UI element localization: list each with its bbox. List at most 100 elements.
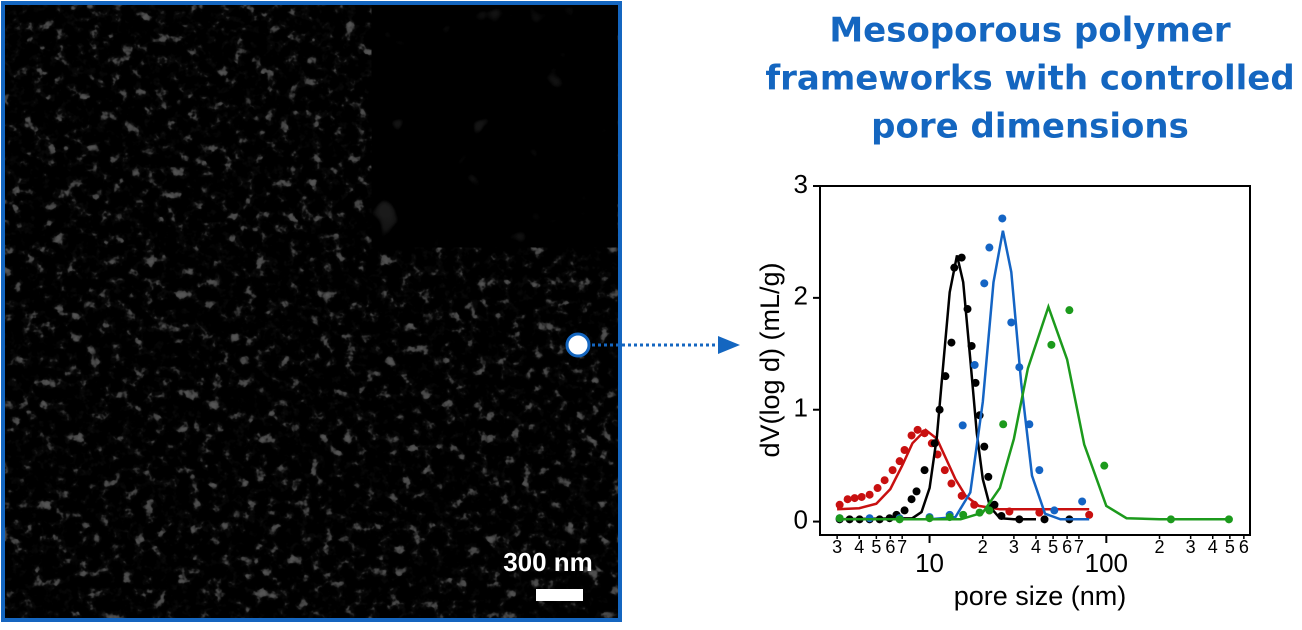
x-minor-tick-label: 7 [897, 537, 907, 557]
data-point [1025, 420, 1034, 429]
data-point [920, 466, 929, 475]
data-point [984, 472, 993, 481]
data-point [850, 494, 859, 503]
x-minor-tick-label: 7 [1074, 537, 1084, 557]
scale-label: 300 nm [503, 547, 593, 577]
data-point [912, 487, 921, 496]
data-point [1100, 461, 1109, 470]
data-point [1035, 508, 1044, 517]
data-point [857, 492, 866, 501]
data-point [957, 253, 966, 262]
x-minor-tick-label: 4 [854, 537, 864, 557]
data-point [1015, 363, 1024, 372]
data-point [925, 514, 934, 523]
fit-curve [837, 255, 1036, 521]
scale-bar [536, 589, 583, 601]
data-point [980, 279, 989, 288]
y-tick-label: 3 [794, 169, 808, 199]
data-point [947, 479, 956, 488]
x-minor-tick-label: 6 [1239, 537, 1249, 557]
data-point [1085, 510, 1094, 519]
data-point [888, 466, 897, 475]
x-tick-label: 100 [1085, 548, 1128, 578]
data-point [907, 431, 916, 440]
data-point [990, 500, 999, 509]
data-point [947, 338, 956, 347]
title-line: frameworks with controlled [765, 59, 1294, 99]
y-axis-label: dV(log d) (mL/g) [755, 262, 785, 457]
data-point [900, 445, 909, 454]
data-point [1040, 515, 1049, 524]
data-point [1035, 466, 1044, 475]
data-point [970, 360, 979, 369]
image-frame [1, 1, 622, 622]
data-point [998, 214, 1007, 223]
data-point [985, 243, 994, 252]
x-minor-tick-label: 3 [832, 537, 842, 557]
x-minor-tick-label: 3 [1009, 537, 1019, 557]
x-minor-tick-label: 2 [978, 537, 988, 557]
arrow-head [718, 336, 740, 354]
data-point [1047, 340, 1056, 349]
data-point [913, 425, 922, 434]
y-tick-label: 0 [794, 504, 808, 534]
data-point [1050, 506, 1059, 515]
data-point [1224, 515, 1233, 524]
data-point [963, 305, 972, 314]
data-point [980, 442, 989, 451]
data-point [985, 506, 994, 515]
data-point [835, 500, 844, 509]
sem-image: 300 nm [1, 1, 622, 622]
data-point [930, 439, 939, 448]
data-point [895, 515, 904, 524]
x-minor-tick-label: 5 [1225, 537, 1235, 557]
x-minor-tick-label: 6 [1062, 537, 1072, 557]
fit-curve [837, 230, 1090, 521]
data-point [967, 341, 976, 350]
data-point [907, 495, 916, 504]
x-tick-label: 10 [915, 548, 944, 578]
data-point [971, 378, 980, 387]
x-minor-tick-label: 3 [1186, 537, 1196, 557]
data-point [970, 500, 979, 509]
data-point [1065, 306, 1074, 315]
y-tick-label: 2 [794, 281, 808, 311]
data-point [900, 506, 909, 515]
data-point [920, 429, 929, 438]
connector [565, 332, 740, 358]
data-point [873, 484, 882, 493]
data-point [959, 510, 968, 519]
data-point [880, 476, 889, 485]
data-point [1166, 515, 1175, 524]
data-point [895, 457, 904, 466]
data-point [1005, 507, 1014, 516]
data-point [940, 466, 949, 475]
marker-circle [565, 332, 591, 358]
x-minor-tick-label: 6 [885, 537, 895, 557]
title-line: pore dimensions [871, 107, 1189, 147]
data-point [1078, 497, 1087, 506]
x-minor-tick-label: 4 [1208, 537, 1218, 557]
data-point [975, 508, 984, 517]
x-axis-label: pore size (nm) [954, 581, 1127, 611]
data-point [945, 513, 954, 522]
sem-inset-texture [372, 3, 617, 247]
data-point [997, 511, 1006, 520]
data-point [941, 372, 950, 381]
x-minor-tick-label: 2 [1155, 537, 1165, 557]
data-point [958, 421, 967, 430]
x-minor-tick-label: 4 [1031, 537, 1041, 557]
data-point [999, 420, 1008, 429]
fit-curve [837, 302, 1230, 521]
data-point [865, 490, 874, 499]
data-point [835, 514, 844, 523]
x-minor-tick-label: 5 [1048, 537, 1058, 557]
y-tick-label: 1 [794, 393, 808, 423]
x-minor-tick-label: 5 [871, 537, 881, 557]
data-point [950, 263, 959, 272]
plot-frame [819, 185, 1251, 536]
data-point [843, 495, 852, 504]
data-point [1007, 318, 1016, 327]
data-point [1015, 515, 1024, 524]
